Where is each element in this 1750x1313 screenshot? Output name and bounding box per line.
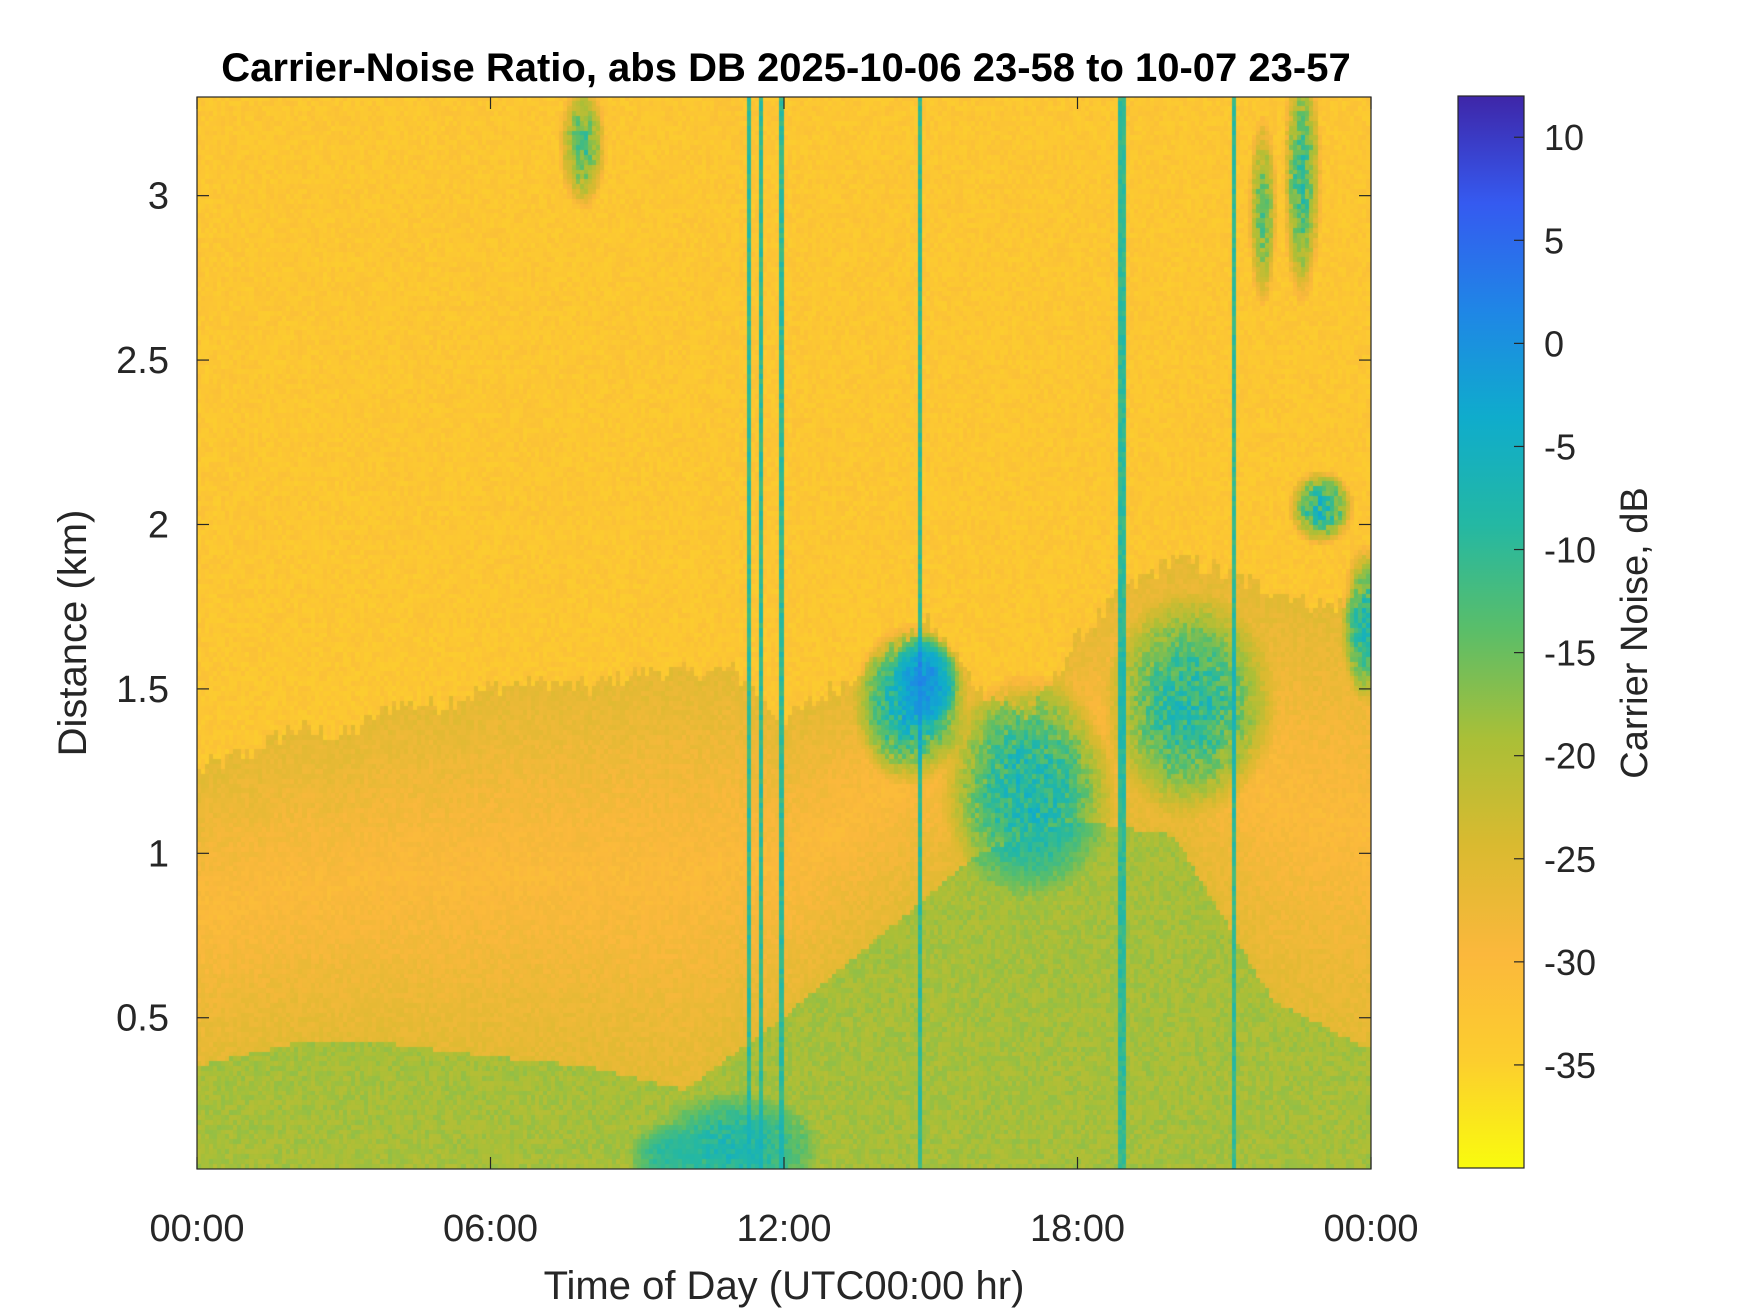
x-axis-label: Time of Day (UTC00:00 hr) <box>544 1264 1025 1308</box>
colorbar-label: Carrier Noise, dB <box>1614 487 1656 778</box>
y-tick-label: 1 <box>148 833 169 875</box>
chart-title: Carrier-Noise Ratio, abs DB 2025-10-06 2… <box>221 46 1350 90</box>
x-tick-label: 12:00 <box>736 1208 831 1250</box>
x-tick-label: 00:00 <box>1323 1208 1418 1250</box>
y-tick-label: 2 <box>148 504 169 546</box>
colorbar-tick-label: 0 <box>1544 323 1564 364</box>
colorbar-tick-label: 10 <box>1544 117 1584 158</box>
x-tick-label: 06:00 <box>443 1208 538 1250</box>
colorbar-tick-label: -25 <box>1544 839 1596 880</box>
colorbar: 10 5 0 -5 -10 -15 -20 -25 -30 -35 Carrier Noise, … <box>1457 95 1656 1169</box>
colorbar-ticks: 10 5 0 -5 -10 -15 -20 -25 -30 -35 <box>1514 117 1596 1086</box>
colorbar-tick-label: -5 <box>1544 426 1576 467</box>
colorbar-tick-label: -20 <box>1544 736 1596 777</box>
y-tick-label: 2.5 <box>116 340 169 382</box>
x-tick-label: 18:00 <box>1030 1208 1125 1250</box>
y-axis-label: Distance (km) <box>51 510 95 757</box>
y-tick-label: 0.5 <box>116 998 169 1040</box>
colorbar-tick-label: 5 <box>1544 220 1564 261</box>
x-axis-ticks: 00:00 06:00 12:00 18:00 00:00 <box>149 97 1419 1250</box>
colorbar-tick-label: -10 <box>1544 530 1596 571</box>
colorbar-tick-label: -30 <box>1544 942 1596 983</box>
heatmap-canvas <box>197 97 1371 1169</box>
y-axis-ticks: 0.5 1 1.5 2 2.5 3 <box>116 176 1371 1040</box>
y-tick-label: 1.5 <box>116 669 169 711</box>
colorbar-tick-label: -15 <box>1544 633 1596 674</box>
x-tick-label: 00:00 <box>149 1208 244 1250</box>
y-tick-label: 3 <box>148 176 169 218</box>
colorbar-tick-label: -35 <box>1544 1045 1596 1086</box>
plot-area: 00:00 06:00 12:00 18:00 00:00 0.5 1 1.5 2 2.5 3 <box>116 96 1419 1250</box>
colorbar-gradient <box>1457 95 1525 1169</box>
heatmap-container <box>197 97 1371 1169</box>
